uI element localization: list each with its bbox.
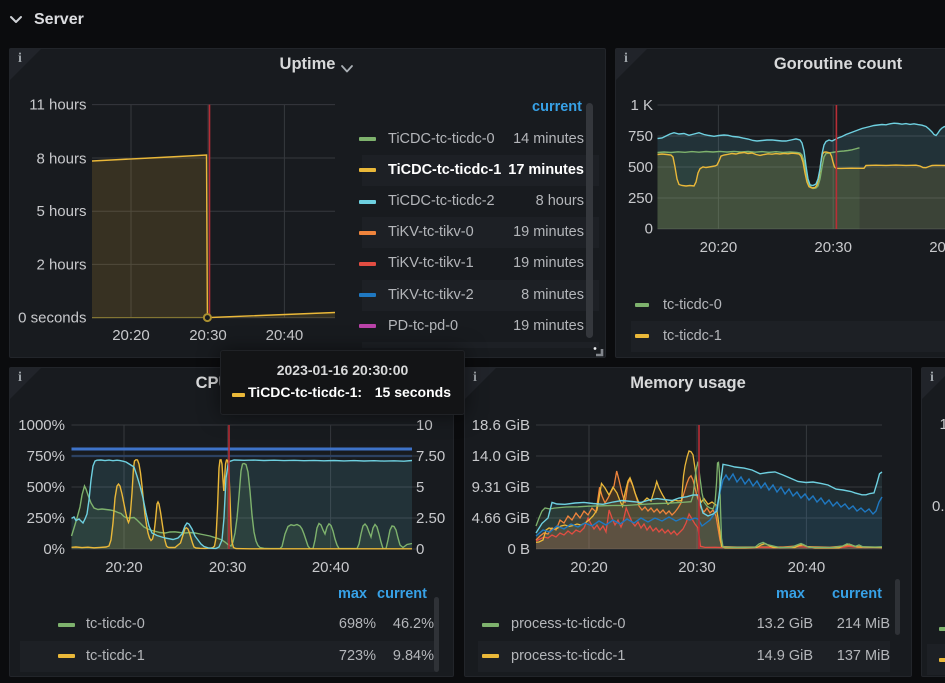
svg-text:14.0 GiB: 14.0 GiB (472, 448, 530, 465)
svg-text:20:40: 20:40 (312, 559, 350, 576)
svg-text:5: 5 (416, 479, 424, 496)
svg-text:1000%: 1000% (18, 417, 65, 434)
svg-text:2.50: 2.50 (416, 510, 445, 527)
svg-text:20:20: 20:20 (570, 559, 608, 576)
svg-text:250%: 250% (27, 510, 65, 527)
svg-text:250: 250 (628, 190, 653, 207)
svg-text:0 B: 0 B (507, 541, 530, 558)
svg-text:0: 0 (416, 541, 424, 558)
svg-text:20:40: 20:40 (788, 559, 826, 576)
svg-text:20:30: 20:30 (814, 239, 852, 256)
svg-text:2 hours: 2 hours (36, 256, 86, 273)
svg-text:20:40: 20:40 (266, 327, 304, 344)
svg-text:18.6 GiB: 18.6 GiB (472, 417, 530, 434)
svg-text:750: 750 (628, 128, 653, 145)
svg-text:750%: 750% (27, 448, 65, 465)
svg-text:0.5: 0.5 (932, 498, 945, 515)
svg-text:20:40: 20:40 (929, 239, 945, 256)
svg-text:20:30: 20:30 (678, 559, 716, 576)
svg-text:20:30: 20:30 (189, 327, 227, 344)
svg-text:9.31 GiB: 9.31 GiB (472, 479, 530, 496)
svg-text:10: 10 (416, 417, 433, 434)
svg-text:1: 1 (940, 416, 945, 433)
svg-text:0%: 0% (43, 541, 65, 558)
svg-text:11 hours: 11 hours (29, 97, 86, 114)
svg-text:20:30: 20:30 (209, 559, 247, 576)
svg-text:4.66 GiB: 4.66 GiB (472, 510, 530, 527)
svg-text:7.50: 7.50 (416, 448, 445, 465)
svg-text:20:20: 20:20 (105, 559, 143, 576)
svg-text:0: 0 (645, 221, 653, 238)
svg-text:20:20: 20:20 (112, 327, 150, 344)
svg-text:0 seconds: 0 seconds (18, 310, 86, 327)
svg-text:8 hours: 8 hours (36, 150, 86, 167)
svg-text:5 hours: 5 hours (36, 203, 86, 220)
svg-text:500%: 500% (27, 479, 65, 496)
svg-text:1 K: 1 K (630, 97, 653, 114)
svg-text:500: 500 (628, 159, 653, 176)
svg-text:20:20: 20:20 (700, 239, 738, 256)
